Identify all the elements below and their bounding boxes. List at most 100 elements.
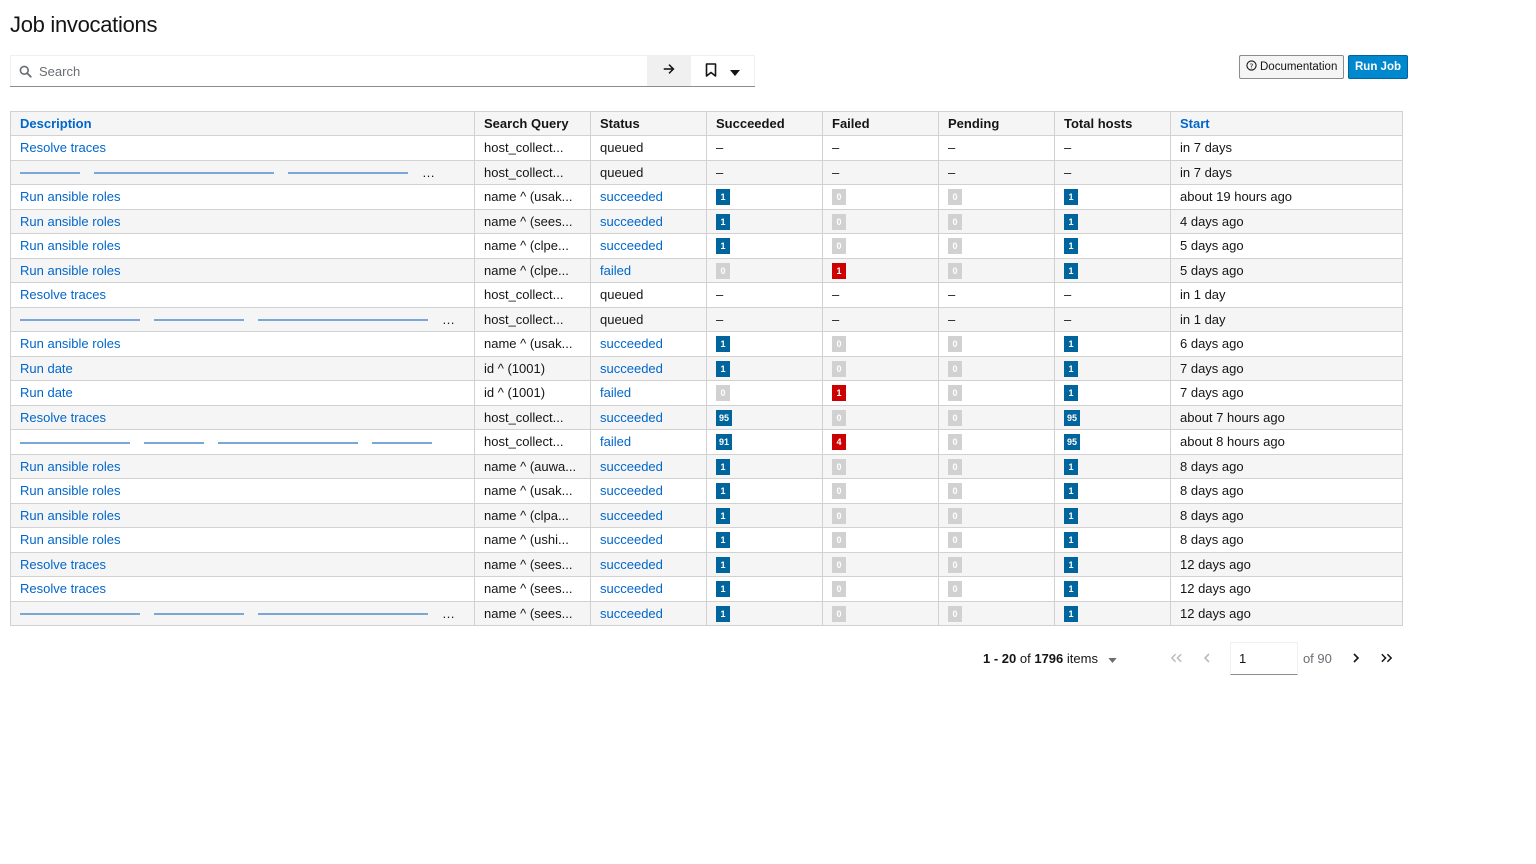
pending-count-badge[interactable]: 0 <box>948 507 962 524</box>
status-link[interactable]: succeeded <box>600 360 663 376</box>
description-link[interactable]: Run ansible roles <box>20 262 121 278</box>
pending-count-badge[interactable]: 0 <box>948 213 962 230</box>
failed-count-badge[interactable]: 0 <box>832 605 846 622</box>
redacted-description-link[interactable] <box>20 434 446 449</box>
description-link[interactable]: Run ansible roles <box>20 213 121 229</box>
current-page-input[interactable] <box>1229 642 1298 675</box>
failed-count-badge[interactable]: 4 <box>832 434 846 451</box>
redacted-description-link[interactable] <box>20 165 474 180</box>
previous-page-button[interactable] <box>1192 644 1222 674</box>
succeeded-count-badge[interactable]: 1 <box>716 336 730 353</box>
column-header-start[interactable]: Start <box>1170 111 1403 136</box>
total-count-badge[interactable]: 95 <box>1064 409 1081 426</box>
status-link[interactable]: failed <box>600 385 632 401</box>
failed-count-badge[interactable]: 0 <box>832 213 846 230</box>
succeeded-count-badge[interactable]: 1 <box>716 605 730 622</box>
first-page-button[interactable] <box>1162 644 1192 674</box>
failed-count-badge[interactable]: 0 <box>832 556 846 573</box>
status-link[interactable]: succeeded <box>600 483 663 499</box>
status-link[interactable]: succeeded <box>600 532 663 548</box>
succeeded-count-badge[interactable]: 1 <box>716 532 730 549</box>
failed-count-badge[interactable]: 0 <box>832 409 846 426</box>
pending-count-badge[interactable]: 0 <box>948 385 962 402</box>
status-link[interactable]: succeeded <box>600 409 663 425</box>
succeeded-count-badge[interactable]: 1 <box>716 189 730 206</box>
succeeded-count-badge[interactable]: 0 <box>716 262 730 279</box>
status-link[interactable]: failed <box>600 434 632 450</box>
redacted-description-link[interactable] <box>20 312 474 327</box>
total-count-badge[interactable]: 1 <box>1064 532 1078 549</box>
last-page-button[interactable] <box>1372 644 1402 674</box>
description-link[interactable]: Run date <box>20 360 73 376</box>
pending-count-badge[interactable]: 0 <box>948 556 962 573</box>
status-link[interactable]: failed <box>600 262 632 278</box>
status-link[interactable]: succeeded <box>600 581 663 597</box>
failed-count-badge[interactable]: 0 <box>832 483 846 500</box>
succeeded-count-badge[interactable]: 1 <box>716 556 730 573</box>
succeeded-count-badge[interactable]: 1 <box>716 213 730 230</box>
failed-count-badge[interactable]: 0 <box>832 238 846 255</box>
status-link[interactable]: succeeded <box>600 507 663 523</box>
pending-count-badge[interactable]: 0 <box>948 189 962 206</box>
succeeded-count-badge[interactable]: 95 <box>716 409 733 426</box>
total-count-badge[interactable]: 1 <box>1064 262 1078 279</box>
failed-count-badge[interactable]: 0 <box>832 581 846 598</box>
total-count-badge[interactable]: 1 <box>1064 483 1078 500</box>
pending-count-badge[interactable]: 0 <box>948 434 962 451</box>
description-link[interactable]: Resolve traces <box>20 287 106 303</box>
description-link[interactable]: Run ansible roles <box>20 532 121 548</box>
total-count-badge[interactable]: 1 <box>1064 189 1078 206</box>
description-link[interactable]: Run ansible roles <box>20 336 121 352</box>
documentation-button[interactable]: ? Documentation <box>1239 55 1345 79</box>
succeeded-count-badge[interactable]: 1 <box>716 238 730 255</box>
description-link[interactable]: Resolve traces <box>20 581 106 597</box>
failed-count-badge[interactable]: 0 <box>832 532 846 549</box>
status-link[interactable]: succeeded <box>600 189 663 205</box>
pending-count-badge[interactable]: 0 <box>948 409 962 426</box>
total-count-badge[interactable]: 95 <box>1064 434 1081 451</box>
description-link[interactable]: Run ansible roles <box>20 483 121 499</box>
succeeded-count-badge[interactable]: 1 <box>716 581 730 598</box>
description-link[interactable]: Resolve traces <box>20 140 106 156</box>
failed-count-badge[interactable]: 1 <box>832 262 846 279</box>
description-link[interactable]: Run ansible roles <box>20 189 121 205</box>
failed-count-badge[interactable]: 0 <box>832 336 846 353</box>
description-link[interactable]: Resolve traces <box>20 409 106 425</box>
succeeded-count-badge[interactable]: 1 <box>716 507 730 524</box>
total-count-badge[interactable]: 1 <box>1064 458 1078 475</box>
pending-count-badge[interactable]: 0 <box>948 238 962 255</box>
succeeded-count-badge[interactable]: 0 <box>716 385 730 402</box>
total-count-badge[interactable]: 1 <box>1064 385 1078 402</box>
redacted-description-link[interactable] <box>20 606 474 621</box>
total-count-badge[interactable]: 1 <box>1064 507 1078 524</box>
status-link[interactable]: succeeded <box>600 213 663 229</box>
description-link[interactable]: Run ansible roles <box>20 458 121 474</box>
succeeded-count-badge[interactable]: 1 <box>716 483 730 500</box>
total-count-badge[interactable]: 1 <box>1064 581 1078 598</box>
total-count-badge[interactable]: 1 <box>1064 360 1078 377</box>
status-link[interactable]: succeeded <box>600 336 663 352</box>
description-link[interactable]: Run date <box>20 385 73 401</box>
failed-count-badge[interactable]: 1 <box>832 385 846 402</box>
status-link[interactable]: succeeded <box>600 238 663 254</box>
description-link[interactable]: Resolve traces <box>20 556 106 572</box>
total-count-badge[interactable]: 1 <box>1064 605 1078 622</box>
search-input[interactable] <box>39 63 639 79</box>
total-count-badge[interactable]: 1 <box>1064 238 1078 255</box>
failed-count-badge[interactable]: 0 <box>832 507 846 524</box>
run-job-button[interactable]: Run Job <box>1348 55 1408 79</box>
total-count-badge[interactable]: 1 <box>1064 556 1078 573</box>
pending-count-badge[interactable]: 0 <box>948 360 962 377</box>
status-link[interactable]: succeeded <box>600 605 663 621</box>
pending-count-badge[interactable]: 0 <box>948 581 962 598</box>
items-per-page-toggle[interactable]: 1 - 20 of 1796 items <box>983 651 1117 666</box>
description-link[interactable]: Run ansible roles <box>20 507 121 523</box>
pending-count-badge[interactable]: 0 <box>948 262 962 279</box>
status-link[interactable]: succeeded <box>600 556 663 572</box>
succeeded-count-badge[interactable]: 1 <box>716 458 730 475</box>
succeeded-count-badge[interactable]: 91 <box>716 434 733 451</box>
total-count-badge[interactable]: 1 <box>1064 336 1078 353</box>
succeeded-count-badge[interactable]: 1 <box>716 360 730 377</box>
total-count-badge[interactable]: 1 <box>1064 213 1078 230</box>
pending-count-badge[interactable]: 0 <box>948 483 962 500</box>
